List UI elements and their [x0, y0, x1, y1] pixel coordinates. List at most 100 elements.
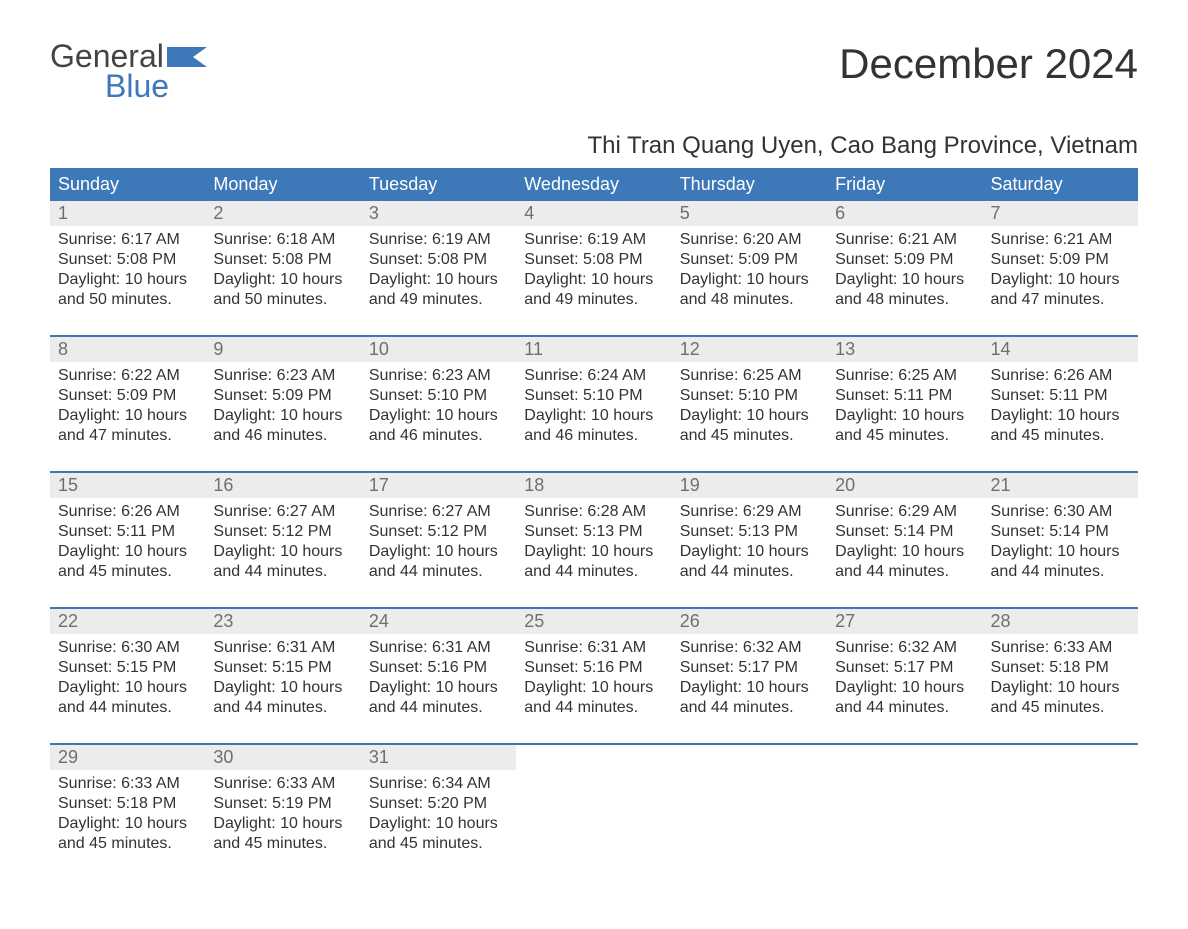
weekday-header: Saturday [983, 168, 1138, 201]
sunset-text: Sunset: 5:15 PM [213, 658, 352, 678]
sunset-text: Sunset: 5:12 PM [369, 522, 508, 542]
daylight-text-2: and 44 minutes. [524, 562, 663, 582]
day-number: 26 [672, 609, 827, 634]
day-details: Sunrise: 6:33 AMSunset: 5:18 PMDaylight:… [983, 634, 1138, 726]
daylight-text-1: Daylight: 10 hours [58, 406, 197, 426]
daylight-text-1: Daylight: 10 hours [369, 406, 508, 426]
sunrise-text: Sunrise: 6:25 AM [835, 366, 974, 386]
daylight-text-2: and 49 minutes. [369, 290, 508, 310]
day-number: 9 [205, 337, 360, 362]
sunset-text: Sunset: 5:08 PM [213, 250, 352, 270]
sunrise-text: Sunrise: 6:33 AM [58, 774, 197, 794]
daylight-text-2: and 44 minutes. [213, 562, 352, 582]
sunset-text: Sunset: 5:11 PM [991, 386, 1130, 406]
daylight-text-2: and 45 minutes. [835, 426, 974, 446]
daylight-text-2: and 46 minutes. [213, 426, 352, 446]
daylight-text-1: Daylight: 10 hours [835, 542, 974, 562]
day-details: Sunrise: 6:29 AMSunset: 5:14 PMDaylight:… [827, 498, 982, 590]
sunrise-text: Sunrise: 6:34 AM [369, 774, 508, 794]
sunrise-text: Sunrise: 6:27 AM [213, 502, 352, 522]
calendar-table: Sunday Monday Tuesday Wednesday Thursday… [50, 168, 1138, 879]
day-number: 25 [516, 609, 671, 634]
daylight-text-2: and 44 minutes. [680, 562, 819, 582]
calendar-day-cell: 28Sunrise: 6:33 AMSunset: 5:18 PMDayligh… [983, 609, 1138, 743]
calendar-day-cell: 24Sunrise: 6:31 AMSunset: 5:16 PMDayligh… [361, 609, 516, 743]
sunrise-text: Sunrise: 6:31 AM [213, 638, 352, 658]
day-details: Sunrise: 6:26 AMSunset: 5:11 PMDaylight:… [50, 498, 205, 590]
weekday-header: Thursday [672, 168, 827, 201]
day-details: Sunrise: 6:33 AMSunset: 5:18 PMDaylight:… [50, 770, 205, 862]
calendar-day-cell: 12Sunrise: 6:25 AMSunset: 5:10 PMDayligh… [672, 337, 827, 471]
day-details: Sunrise: 6:18 AMSunset: 5:08 PMDaylight:… [205, 226, 360, 318]
sunset-text: Sunset: 5:16 PM [524, 658, 663, 678]
sunrise-text: Sunrise: 6:24 AM [524, 366, 663, 386]
day-details: Sunrise: 6:22 AMSunset: 5:09 PMDaylight:… [50, 362, 205, 454]
page-title: December 2024 [839, 40, 1138, 88]
sunrise-text: Sunrise: 6:19 AM [524, 230, 663, 250]
calendar-week-row: 1Sunrise: 6:17 AMSunset: 5:08 PMDaylight… [50, 201, 1138, 335]
day-details: Sunrise: 6:19 AMSunset: 5:08 PMDaylight:… [361, 226, 516, 318]
brand-logo: General Blue [50, 40, 213, 102]
location-subtitle: Thi Tran Quang Uyen, Cao Bang Province, … [50, 132, 1138, 160]
calendar-week-row: 8Sunrise: 6:22 AMSunset: 5:09 PMDaylight… [50, 337, 1138, 471]
sunset-text: Sunset: 5:19 PM [213, 794, 352, 814]
sunrise-text: Sunrise: 6:33 AM [213, 774, 352, 794]
calendar-empty-cell [672, 745, 827, 879]
day-details: Sunrise: 6:31 AMSunset: 5:16 PMDaylight:… [361, 634, 516, 726]
day-number: 8 [50, 337, 205, 362]
calendar-day-cell: 15Sunrise: 6:26 AMSunset: 5:11 PMDayligh… [50, 473, 205, 607]
calendar-body: 1Sunrise: 6:17 AMSunset: 5:08 PMDaylight… [50, 201, 1138, 879]
daylight-text-2: and 44 minutes. [524, 698, 663, 718]
sunrise-text: Sunrise: 6:33 AM [991, 638, 1130, 658]
daylight-text-2: and 44 minutes. [213, 698, 352, 718]
sunrise-text: Sunrise: 6:29 AM [680, 502, 819, 522]
sunset-text: Sunset: 5:08 PM [524, 250, 663, 270]
day-details: Sunrise: 6:34 AMSunset: 5:20 PMDaylight:… [361, 770, 516, 862]
daylight-text-2: and 45 minutes. [680, 426, 819, 446]
calendar-week-row: 29Sunrise: 6:33 AMSunset: 5:18 PMDayligh… [50, 745, 1138, 879]
header-row: General Blue December 2024 [50, 40, 1138, 102]
daylight-text-2: and 47 minutes. [58, 426, 197, 446]
daylight-text-1: Daylight: 10 hours [991, 542, 1130, 562]
daylight-text-1: Daylight: 10 hours [835, 406, 974, 426]
sunrise-text: Sunrise: 6:21 AM [991, 230, 1130, 250]
sunset-text: Sunset: 5:09 PM [680, 250, 819, 270]
sunset-text: Sunset: 5:09 PM [58, 386, 197, 406]
sunrise-text: Sunrise: 6:22 AM [58, 366, 197, 386]
weekday-header: Monday [205, 168, 360, 201]
sunrise-text: Sunrise: 6:21 AM [835, 230, 974, 250]
daylight-text-1: Daylight: 10 hours [680, 270, 819, 290]
daylight-text-1: Daylight: 10 hours [835, 678, 974, 698]
day-details: Sunrise: 6:30 AMSunset: 5:14 PMDaylight:… [983, 498, 1138, 590]
sunset-text: Sunset: 5:10 PM [524, 386, 663, 406]
calendar-day-cell: 13Sunrise: 6:25 AMSunset: 5:11 PMDayligh… [827, 337, 982, 471]
daylight-text-1: Daylight: 10 hours [58, 270, 197, 290]
sunset-text: Sunset: 5:13 PM [524, 522, 663, 542]
sunrise-text: Sunrise: 6:32 AM [835, 638, 974, 658]
daylight-text-2: and 44 minutes. [991, 562, 1130, 582]
calendar-day-cell: 6Sunrise: 6:21 AMSunset: 5:09 PMDaylight… [827, 201, 982, 335]
sunrise-text: Sunrise: 6:30 AM [991, 502, 1130, 522]
sunset-text: Sunset: 5:10 PM [680, 386, 819, 406]
day-number: 27 [827, 609, 982, 634]
calendar-day-cell: 27Sunrise: 6:32 AMSunset: 5:17 PMDayligh… [827, 609, 982, 743]
day-details: Sunrise: 6:29 AMSunset: 5:13 PMDaylight:… [672, 498, 827, 590]
brand-word2: Blue [50, 70, 213, 102]
day-number: 29 [50, 745, 205, 770]
sunrise-text: Sunrise: 6:20 AM [680, 230, 819, 250]
day-number: 21 [983, 473, 1138, 498]
sunset-text: Sunset: 5:09 PM [835, 250, 974, 270]
day-number: 7 [983, 201, 1138, 226]
day-number: 6 [827, 201, 982, 226]
day-number: 19 [672, 473, 827, 498]
daylight-text-2: and 44 minutes. [58, 698, 197, 718]
sunset-text: Sunset: 5:12 PM [213, 522, 352, 542]
daylight-text-2: and 45 minutes. [58, 834, 197, 854]
daylight-text-1: Daylight: 10 hours [524, 406, 663, 426]
day-number: 18 [516, 473, 671, 498]
daylight-text-1: Daylight: 10 hours [369, 678, 508, 698]
calendar-day-cell: 25Sunrise: 6:31 AMSunset: 5:16 PMDayligh… [516, 609, 671, 743]
sunset-text: Sunset: 5:11 PM [58, 522, 197, 542]
sunset-text: Sunset: 5:14 PM [991, 522, 1130, 542]
calendar-day-cell: 29Sunrise: 6:33 AMSunset: 5:18 PMDayligh… [50, 745, 205, 879]
